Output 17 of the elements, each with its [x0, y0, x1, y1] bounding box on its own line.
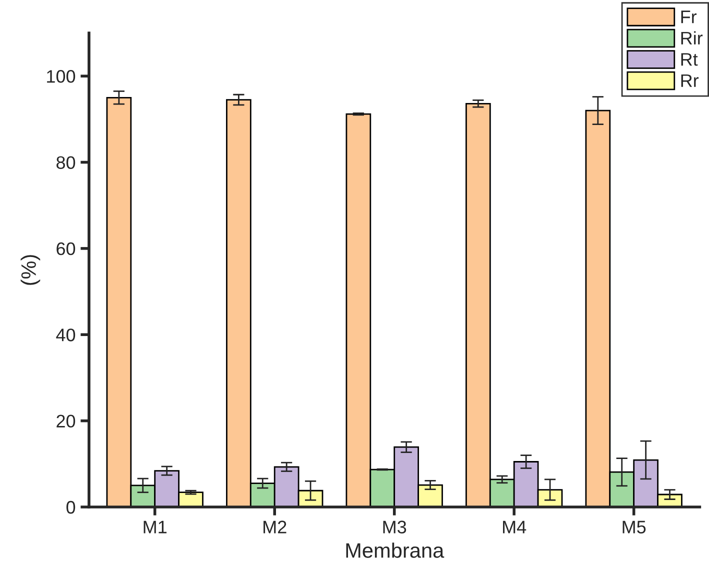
x-tick-label: M3 [383, 520, 406, 534]
legend-label: Fr [681, 10, 697, 24]
x-tick-label: M1 [144, 520, 167, 534]
y-tick-label: 60 [56, 242, 76, 256]
x-tick-label: M4 [503, 520, 526, 534]
y-tick-label: 20 [56, 414, 76, 428]
y-tick-label: 40 [56, 328, 76, 342]
x-tick-label: M5 [622, 520, 646, 534]
x-axis-title: Membrana [346, 542, 444, 558]
y-tick-label: 100 [47, 70, 76, 83]
legend-label: Rt [681, 53, 698, 66]
y-tick-label: 0 [66, 500, 76, 514]
legend-label: Rir [681, 31, 703, 44]
y-axis-title: (%) [20, 255, 40, 285]
legend-label: Rr [681, 74, 699, 87]
y-tick-label: 80 [56, 156, 76, 169]
x-tick-label: M2 [264, 520, 286, 534]
